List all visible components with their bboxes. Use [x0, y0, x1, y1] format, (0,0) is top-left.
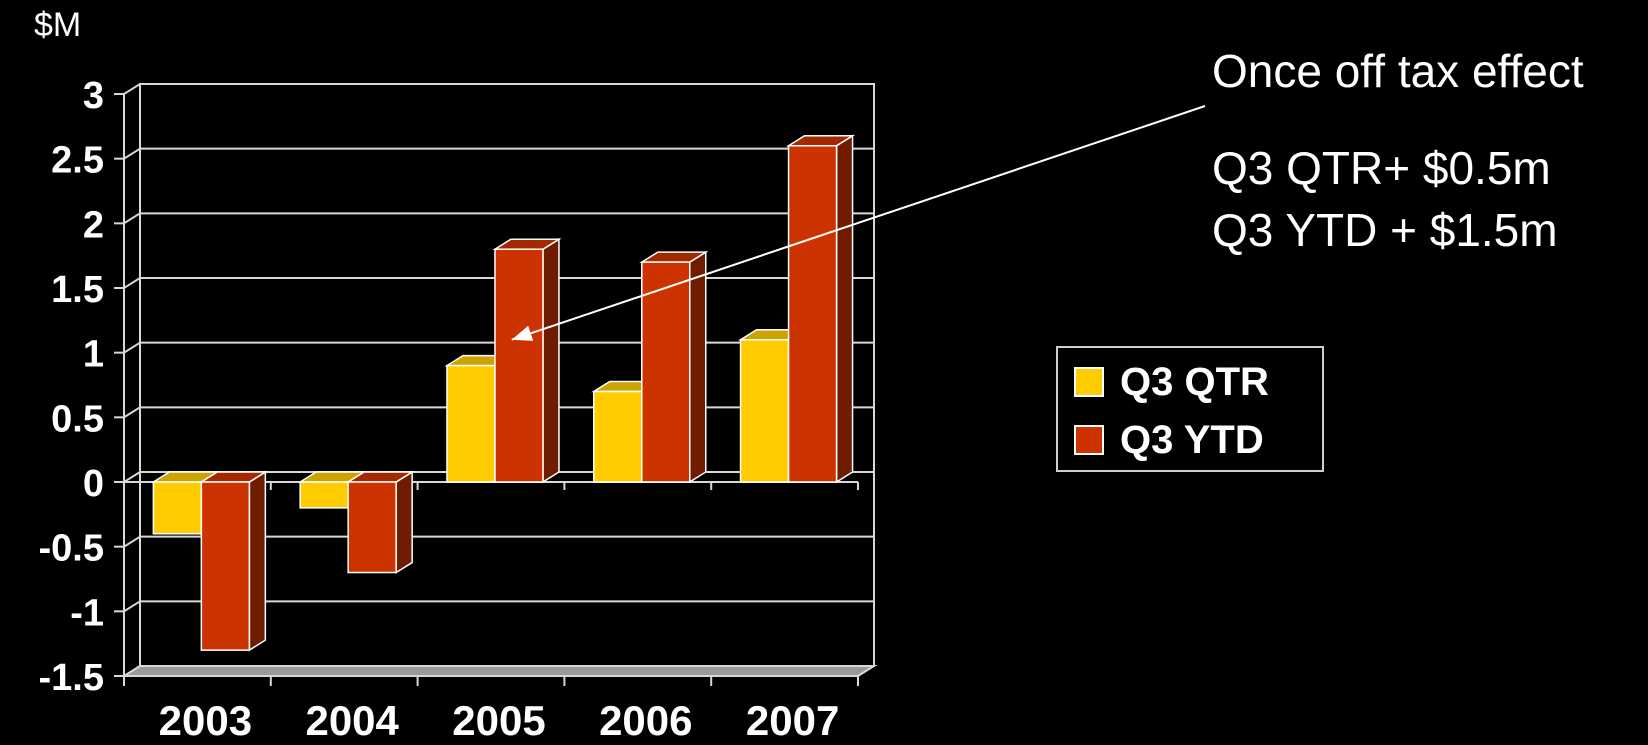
gridline-side	[123, 406, 141, 419]
bar-q3-ytd-2007	[787, 144, 838, 483]
bar-q3-ytd-2003	[200, 481, 251, 651]
y-tick-label: -0.5	[39, 528, 104, 570]
chart-floor	[120, 665, 878, 677]
legend-label-q3-qtr: Q3 QTR	[1120, 359, 1269, 404]
y-tick-label: -1	[70, 592, 104, 634]
y-tick-label: 1.5	[51, 269, 104, 311]
annotation-line-qtr: Q3 QTR+ $0.5m	[1212, 142, 1551, 194]
y-axis-unit-label: $M	[34, 6, 82, 44]
gridline-side	[123, 147, 141, 160]
x-tick-label-2006: 2006	[599, 697, 692, 744]
x-tick-label-2004: 2004	[305, 697, 399, 744]
bar-side-q3-ytd-2007	[835, 134, 854, 484]
y-tick-label: 2.5	[51, 140, 104, 182]
legend-item-q3-ytd: Q3 YTD	[1074, 417, 1264, 462]
y-tick-label: 3	[83, 75, 104, 117]
legend-swatch-q3-ytd	[1074, 425, 1104, 455]
bar-q3-qtr-2007	[739, 338, 790, 483]
bar-q3-qtr-2003	[152, 481, 203, 535]
y-tick-label: 0	[83, 463, 104, 505]
x-tick-label-2005: 2005	[452, 697, 545, 744]
x-tick-label-2007: 2007	[746, 697, 839, 744]
gridline-side	[123, 471, 141, 483]
bar-q3-ytd-2005	[494, 248, 544, 483]
gridline-side	[123, 600, 141, 613]
y-tick-label: 1	[83, 334, 104, 376]
annotation-arrow-line	[511, 105, 1206, 341]
bar-side-q3-ytd-2005	[542, 237, 560, 484]
bar-side-q3-ytd-2003	[248, 470, 267, 652]
gridline-side	[123, 83, 141, 95]
annotation-line-ytd: Q3 YTD + $1.5m	[1212, 204, 1558, 256]
gridline-side	[123, 212, 141, 225]
gridline-side	[123, 341, 141, 354]
bar-q3-qtr-2005	[446, 364, 496, 483]
y-tick-label: 2	[83, 204, 104, 246]
legend-swatch-q3-qtr	[1074, 367, 1104, 397]
bar-q3-qtr-2004	[299, 481, 349, 509]
chart-legend: Q3 QTR Q3 YTD	[1056, 346, 1324, 472]
legend-item-q3-qtr: Q3 QTR	[1074, 359, 1269, 404]
y-tick-label: -1.5	[39, 657, 104, 699]
legend-label-q3-ytd: Q3 YTD	[1120, 417, 1264, 462]
gridline-side	[123, 535, 141, 548]
annotation-title: Once off tax effect	[1212, 45, 1584, 97]
gridline-side	[123, 277, 141, 289]
y-tick-label: 0.5	[51, 398, 104, 440]
bar-q3-ytd-2004	[347, 481, 397, 574]
bar-q3-ytd-2006	[641, 261, 691, 483]
bar-side-q3-ytd-2004	[395, 470, 413, 574]
x-tick-label-2003: 2003	[159, 697, 252, 744]
bar-q3-qtr-2006	[593, 390, 643, 483]
bar-side-q3-ytd-2006	[689, 250, 707, 484]
annotation-arrow-head	[511, 325, 534, 341]
